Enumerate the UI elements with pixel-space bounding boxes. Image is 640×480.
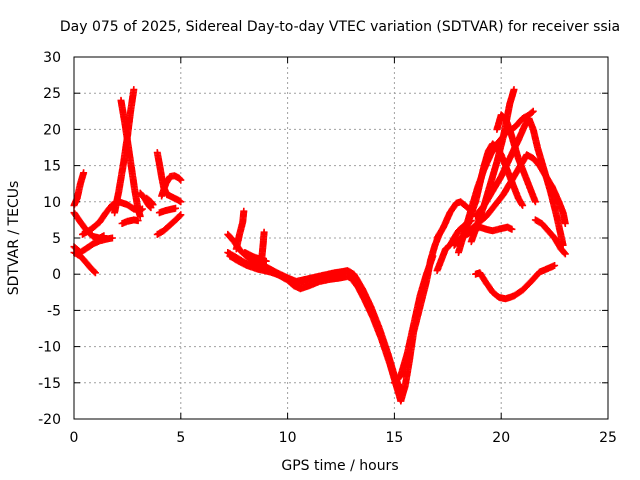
x-tick-label: 0 <box>70 430 79 446</box>
data-point <box>508 225 516 233</box>
series-sat-s <box>258 228 268 260</box>
data-point <box>528 108 536 116</box>
series-sat-v <box>390 252 437 387</box>
data-point <box>560 249 568 257</box>
y-tick-label: 25 <box>43 86 61 102</box>
data-point <box>136 212 144 220</box>
series-sat-x <box>433 198 473 242</box>
series-sat-r <box>232 207 248 253</box>
data-point <box>429 252 437 260</box>
x-tick-label: 10 <box>279 430 297 446</box>
x-tick-label: 5 <box>176 430 185 446</box>
chart-title: Day 075 of 2025, Sidereal Day-to-day VTE… <box>60 19 620 35</box>
x-axis-label: GPS time / hours <box>281 458 398 474</box>
series-sat-l <box>158 172 185 200</box>
data-point <box>551 262 559 269</box>
series-sat-m <box>155 204 179 217</box>
data-point <box>561 220 569 227</box>
data-point <box>240 207 248 215</box>
series-sat-n <box>153 211 185 238</box>
series-sat-ag <box>472 262 559 303</box>
data-point <box>91 269 99 277</box>
series-sat-ac <box>493 111 539 206</box>
data-point <box>260 228 268 236</box>
y-tick-label: -20 <box>38 412 61 428</box>
data-point <box>531 198 539 206</box>
y-tick-label: 30 <box>43 50 61 66</box>
data-point <box>176 212 184 220</box>
grid <box>74 57 608 419</box>
data-point <box>529 107 537 115</box>
series-sat-h <box>118 216 142 227</box>
data-point <box>262 257 270 265</box>
y-tick-label: -5 <box>47 303 61 319</box>
data-point <box>130 86 138 94</box>
data-point <box>91 268 98 276</box>
data-point <box>134 217 142 225</box>
data-point <box>108 234 116 242</box>
series-sat-c <box>70 234 116 256</box>
series-sat-ae <box>472 115 567 249</box>
data-point <box>177 176 185 184</box>
y-tick-label: 20 <box>43 122 61 138</box>
plot-frame <box>73 56 609 420</box>
axis-ticks: 0 5 10 15 20 25 -20 -15 -10 -5 0 5 10 15 20 25 30 <box>38 50 617 446</box>
x-tick-label: 20 <box>492 430 510 446</box>
data-point <box>177 211 185 219</box>
y-tick-label: 5 <box>52 231 61 247</box>
data-point <box>519 201 527 209</box>
x-tick-label: 15 <box>385 430 403 446</box>
y-tick-label: -10 <box>38 340 61 356</box>
data-point <box>510 86 518 94</box>
data-point <box>341 267 349 275</box>
y-tick-label: 15 <box>43 159 61 175</box>
series-sat-t <box>241 249 270 265</box>
data-point <box>177 198 185 206</box>
y-tick-label: 10 <box>43 195 61 211</box>
y-tick-label: 0 <box>52 267 61 283</box>
series-sat-g <box>111 86 138 217</box>
series-sat-a <box>70 169 88 209</box>
series-sat-q <box>226 252 349 285</box>
series-sat-af <box>531 216 569 258</box>
series-sat-u <box>397 230 443 405</box>
x-tick-label: 25 <box>599 430 617 446</box>
y-tick-label: -15 <box>38 376 61 392</box>
data-point <box>561 250 569 258</box>
y-axis-label: SDTVAR / TECUs <box>6 181 22 296</box>
series-sat-j <box>143 194 157 209</box>
data-point <box>149 201 157 209</box>
series-sat-aa <box>459 140 527 242</box>
data-point <box>172 204 179 212</box>
series-layer <box>70 86 569 405</box>
data-point <box>80 169 88 177</box>
